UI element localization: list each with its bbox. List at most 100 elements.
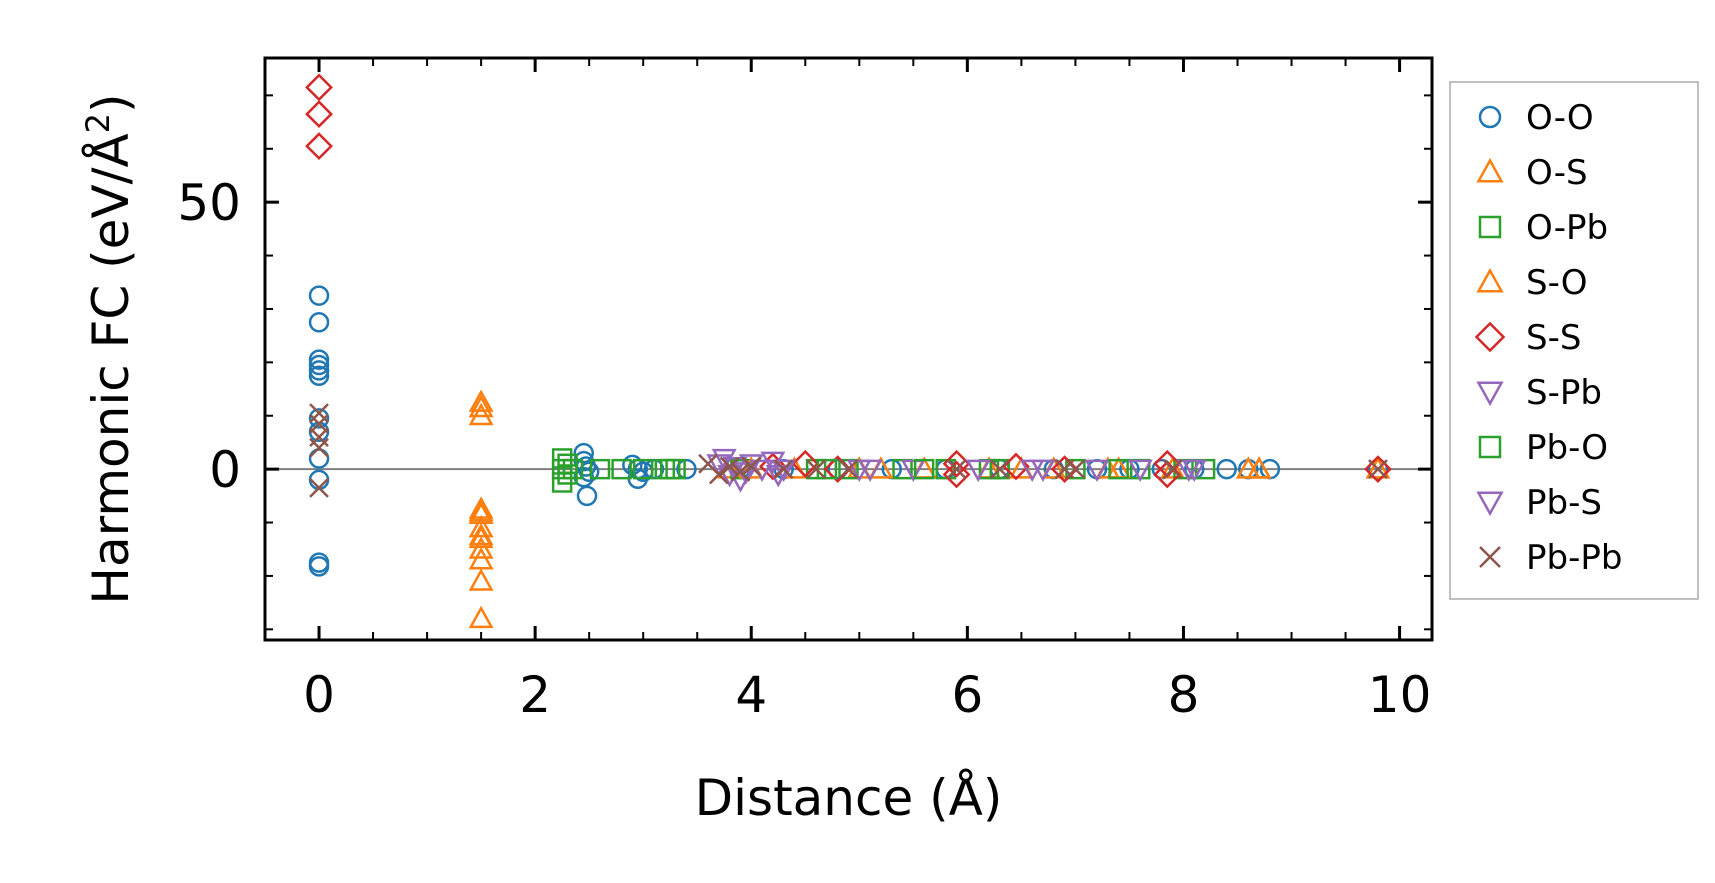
data-point-pb-pb bbox=[1162, 459, 1183, 480]
data-point-o-o bbox=[573, 442, 595, 464]
data-point-o-pb bbox=[632, 458, 654, 480]
data-point-pb-o bbox=[1108, 458, 1129, 480]
legend-marker bbox=[1476, 267, 1504, 293]
legend-items: O-O O-S O-Pb S-O S-S S-Pb Pb-O Pb-S Pb-Pb bbox=[1474, 98, 1622, 578]
data-point-o-s bbox=[468, 536, 494, 559]
data-point-o-s bbox=[468, 568, 494, 591]
data-point-pb-pb bbox=[309, 437, 329, 458]
data-point-o-o bbox=[622, 454, 643, 476]
data-point-o-pb bbox=[935, 458, 956, 480]
data-point-s-pb bbox=[900, 459, 926, 483]
data-point-s-o bbox=[468, 525, 494, 549]
data-point-o-o bbox=[1216, 458, 1237, 480]
data-point-o-pb bbox=[611, 458, 632, 480]
data-point-s-pb bbox=[765, 464, 791, 488]
x-tick-label: 4 bbox=[735, 666, 767, 724]
data-point-o-o bbox=[308, 360, 330, 381]
series-pb-s bbox=[706, 454, 1207, 485]
x-tick-label: 0 bbox=[303, 666, 335, 724]
y-tick-label: 0 bbox=[209, 441, 241, 499]
data-point-o-s bbox=[1365, 456, 1391, 479]
data-point-pb-pb bbox=[989, 459, 1010, 480]
legend-label: O-S bbox=[1526, 153, 1588, 193]
data-point-o-pb bbox=[551, 448, 573, 469]
legend-label: S-O bbox=[1526, 263, 1588, 303]
legend-item: S-O bbox=[1476, 263, 1588, 303]
y-axis-title: Harmonic FC (eV/Å2) bbox=[79, 93, 140, 604]
legend-marker bbox=[1478, 435, 1502, 459]
data-point-pb-pb bbox=[708, 464, 729, 485]
data-point-pb-pb bbox=[806, 459, 826, 480]
data-point-s-pb bbox=[711, 448, 737, 472]
data-point-o-pb bbox=[589, 458, 611, 480]
data-point-s-s bbox=[305, 132, 333, 161]
data-point-pb-pb bbox=[309, 477, 329, 498]
legend-item: S-Pb bbox=[1476, 373, 1602, 413]
legend-item: S-S bbox=[1474, 318, 1581, 358]
axis-tick-labels: 0 2 4 6 8 10 0 50 bbox=[177, 174, 1431, 724]
data-point-o-s bbox=[468, 522, 494, 546]
data-point-pb-s bbox=[1181, 459, 1207, 483]
data-point-s-pb bbox=[1084, 459, 1110, 483]
data-point-pb-s bbox=[965, 459, 991, 483]
data-point-o-o bbox=[308, 365, 330, 386]
data-point-s-s bbox=[758, 452, 787, 481]
data-point-pb-s bbox=[771, 459, 797, 483]
x-tick-label: 2 bbox=[519, 666, 551, 724]
y-axis-title-sup: 2 bbox=[79, 113, 117, 133]
data-point-pb-pb bbox=[946, 459, 967, 480]
legend-item: Pb-S bbox=[1476, 483, 1602, 523]
legend-item: O-O bbox=[1478, 98, 1594, 138]
series-pb-pb bbox=[309, 403, 1388, 498]
data-point-o-pb bbox=[551, 458, 573, 480]
data-point-pb-s bbox=[1127, 459, 1153, 483]
data-point-o-s bbox=[468, 501, 494, 525]
data-point-pb-o bbox=[557, 453, 578, 475]
data-point-pb-pb bbox=[730, 461, 751, 482]
data-point-o-s bbox=[468, 546, 494, 570]
data-point-s-s bbox=[1364, 455, 1392, 484]
legend-label: O-O bbox=[1526, 98, 1594, 138]
data-point-o-s bbox=[1160, 456, 1186, 479]
legend-item: O-Pb bbox=[1478, 208, 1608, 248]
plot-area bbox=[265, 73, 1432, 629]
legend-label: Pb-Pb bbox=[1526, 538, 1622, 578]
data-point-pb-s bbox=[846, 459, 872, 483]
data-point-o-s bbox=[468, 402, 494, 426]
plot-frame bbox=[263, 56, 1434, 642]
data-point-pb-o bbox=[557, 464, 578, 485]
series-pb-o bbox=[557, 453, 1129, 485]
x-tick-label: 10 bbox=[1368, 666, 1432, 724]
data-point-pb-pb bbox=[773, 459, 794, 480]
data-point-pb-pb bbox=[719, 456, 740, 477]
legend-marker bbox=[1476, 381, 1504, 407]
legend-marker bbox=[1479, 546, 1501, 568]
legend-label: S-Pb bbox=[1526, 373, 1602, 413]
data-point-pb-o bbox=[913, 458, 935, 480]
data-point-o-o bbox=[576, 485, 598, 507]
legend-item: Pb-Pb bbox=[1479, 538, 1622, 578]
data-point-o-pb bbox=[1065, 458, 1086, 480]
data-point-o-o bbox=[827, 458, 848, 480]
data-point-s-o bbox=[1246, 456, 1272, 479]
x-tick-label: 6 bbox=[951, 666, 983, 724]
legend-marker bbox=[1478, 215, 1502, 239]
data-point-o-pb bbox=[562, 458, 584, 480]
legend-label: Pb-S bbox=[1526, 483, 1602, 523]
data-point-s-pb bbox=[749, 459, 775, 483]
data-point-o-o bbox=[308, 312, 330, 333]
data-point-o-o bbox=[308, 354, 330, 376]
data-point-pb-s bbox=[706, 454, 732, 477]
data-point-pb-o bbox=[665, 458, 686, 480]
legend-marker bbox=[1476, 157, 1504, 183]
legend-item: Pb-O bbox=[1478, 428, 1608, 468]
data-point-s-s bbox=[305, 100, 333, 128]
legend-label: S-S bbox=[1526, 318, 1581, 358]
data-point-pb-pb bbox=[1368, 459, 1388, 480]
data-point-o-s bbox=[468, 605, 494, 629]
y-axis-title-close: ) bbox=[82, 93, 140, 113]
legend-label: O-Pb bbox=[1526, 208, 1608, 248]
y-axis-title-main: Harmonic FC (eV/Å bbox=[82, 133, 140, 604]
data-point-o-o bbox=[676, 458, 697, 480]
